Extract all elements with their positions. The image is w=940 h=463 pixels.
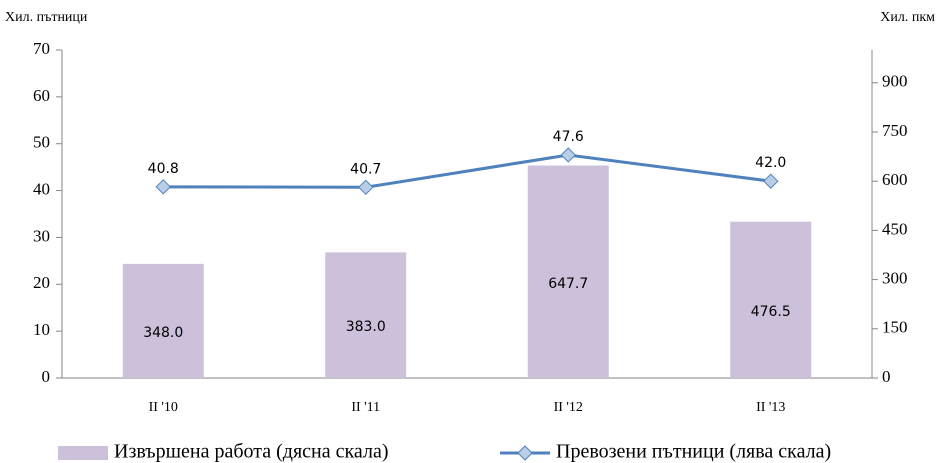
y-tick-label: 60 xyxy=(33,86,50,105)
y-tick-label: 30 xyxy=(33,226,50,245)
bar xyxy=(325,252,407,378)
y2-axis-label: Хил. пкм xyxy=(880,10,935,25)
legend-label: Извършена работа (дясна скала) xyxy=(114,441,389,463)
marker xyxy=(763,173,779,189)
bar xyxy=(730,221,812,378)
line-value-label: 42.0 xyxy=(755,155,786,171)
x-tick-label: II '13 xyxy=(756,400,785,415)
line-value-label: 47.6 xyxy=(553,129,584,145)
x-tick-label: II '10 xyxy=(149,400,178,415)
y2-tick-label: 600 xyxy=(882,170,908,189)
y-tick-label: 50 xyxy=(33,133,50,152)
y-axis-label: Хил. пътници xyxy=(5,10,88,25)
legend-swatch xyxy=(58,446,108,460)
bar-value-label: 348.0 xyxy=(143,325,183,341)
line-value-label: 40.8 xyxy=(148,161,179,177)
x-tick-label: II '12 xyxy=(554,400,583,415)
y2-tick-label: 450 xyxy=(882,219,908,238)
bar-value-label: 647.7 xyxy=(548,276,588,292)
y-tick-label: 0 xyxy=(42,367,51,386)
x-tick-label: II '11 xyxy=(351,400,380,415)
y2-tick-label: 150 xyxy=(882,318,908,337)
y2-tick-label: 300 xyxy=(882,269,908,288)
y2-tick-label: 750 xyxy=(882,121,908,140)
y-tick-label: 20 xyxy=(33,273,50,292)
y-tick-label: 10 xyxy=(33,320,50,339)
marker xyxy=(560,147,576,163)
line xyxy=(163,153,771,189)
y2-tick-label: 900 xyxy=(882,72,908,91)
marker xyxy=(358,179,374,195)
y2-tick-label: 0 xyxy=(882,367,891,386)
marker xyxy=(155,179,171,195)
y-tick-label: 40 xyxy=(33,179,50,198)
bar-value-label: 476.5 xyxy=(751,304,791,320)
bar-value-label: 383.0 xyxy=(346,319,386,335)
bar xyxy=(527,165,609,378)
bar xyxy=(122,263,204,378)
legend-label: Превозени пътници (лява скала) xyxy=(556,441,831,463)
legend-marker xyxy=(517,445,533,461)
y-tick-label: 70 xyxy=(33,39,50,58)
line-value-label: 40.7 xyxy=(350,161,381,177)
